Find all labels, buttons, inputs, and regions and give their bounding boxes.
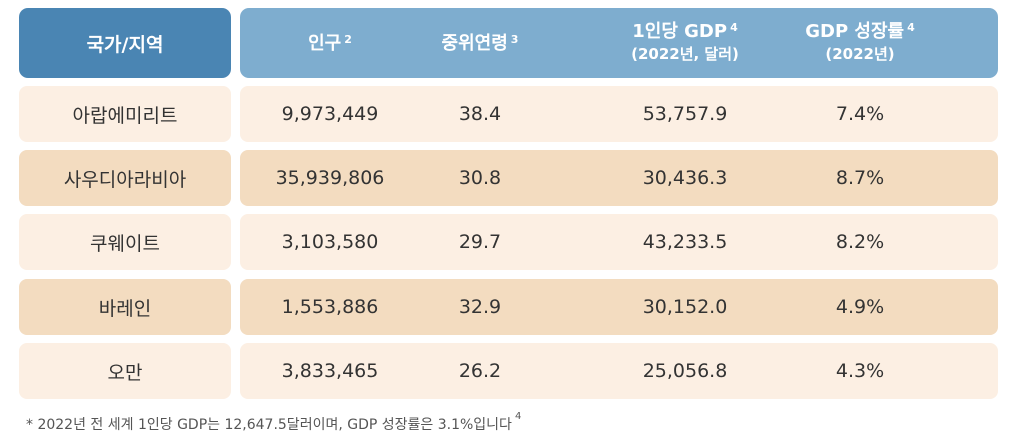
median-age-value: 29.7 (458, 231, 502, 253)
header-median-age-label: 중위연령 (441, 32, 508, 54)
metrics-cell: 35,939,806 30.8 30,436.3 8.7% (240, 150, 998, 206)
gdp-growth-value: 4.3% (835, 360, 885, 382)
footnote: * 2022년 전 세계 1인당 GDP는 12,647.5달러이며, GDP … (26, 411, 522, 434)
header-population-ref: 2 (344, 32, 352, 46)
table-row: 사우디아라비아 35,939,806 30.8 30,436.3 8.7% (0, 150, 1024, 206)
country-cell: 오만 (19, 343, 231, 399)
header-gdp-growth: GDP 성장률 4 (2022년) (780, 8, 940, 78)
population-value: 9,973,449 (281, 103, 379, 125)
header-population-label: 인구 (308, 32, 342, 54)
gdp-growth-value: 4.9% (835, 296, 885, 318)
footnote-text: * 2022년 전 세계 1인당 GDP는 12,647.5달러이며, GDP … (26, 417, 512, 433)
header-gdp-per-capita-ref: 4 (730, 21, 738, 34)
header-country: 국가/지역 (19, 8, 231, 78)
country-name: 오만 (107, 361, 143, 384)
gdp-growth-value: 8.7% (835, 167, 885, 189)
median-age-value: 30.8 (458, 167, 502, 189)
median-age-value: 38.4 (458, 103, 502, 125)
metrics-cell: 3,833,465 26.2 25,056.8 4.3% (240, 343, 998, 399)
header-median-age: 중위연령 3 (415, 8, 545, 78)
population-value: 3,833,465 (281, 360, 379, 382)
header-gdp-per-capita: 1인당 GDP 4 (2022년, 달러) (585, 8, 785, 78)
country-cell: 바레인 (19, 279, 231, 335)
header-metrics: 인구 2 중위연령 3 1인당 GDP 4 (2022년, 달러) GDP 성장률 4 … (240, 8, 998, 78)
table-row: 오만 3,833,465 26.2 25,056.8 4.3% (0, 343, 1024, 399)
header-gdp-growth-label: GDP 성장률 (805, 21, 905, 42)
header-gdp-per-capita-label: 1인당 GDP (632, 21, 728, 42)
metrics-cell: 1,553,886 32.9 30,152.0 4.9% (240, 279, 998, 335)
gdp-per-capita-value: 43,233.5 (642, 231, 728, 253)
country-name: 아랍에미리트 (72, 104, 178, 127)
table-row: 바레인 1,553,886 32.9 30,152.0 4.9% (0, 279, 1024, 335)
header-country-label: 국가/지역 (86, 33, 164, 56)
population-value: 1,553,886 (281, 296, 379, 318)
country-name: 사우디아라비아 (63, 168, 187, 191)
header-gdp-per-capita-sub: (2022년, 달러) (631, 45, 739, 63)
table-row: 쿠웨이트 3,103,580 29.7 43,233.5 8.2% (0, 214, 1024, 270)
country-cell: 아랍에미리트 (19, 86, 231, 142)
country-name: 쿠웨이트 (90, 232, 160, 255)
header-gdp-growth-ref: 4 (907, 21, 915, 34)
gdp-growth-value: 8.2% (835, 231, 885, 253)
median-age-value: 32.9 (458, 296, 502, 318)
footnote-ref: 4 (514, 411, 522, 422)
gdp-per-capita-value: 25,056.8 (642, 360, 728, 382)
median-age-value: 26.2 (458, 360, 502, 382)
metrics-cell: 3,103,580 29.7 43,233.5 8.2% (240, 214, 998, 270)
population-value: 3,103,580 (281, 231, 379, 253)
country-cell: 사우디아라비아 (19, 150, 231, 206)
table-row: 아랍에미리트 9,973,449 38.4 53,757.9 7.4% (0, 86, 1024, 142)
metrics-cell: 9,973,449 38.4 53,757.9 7.4% (240, 86, 998, 142)
gdp-per-capita-value: 30,436.3 (642, 167, 728, 189)
gdp-per-capita-value: 30,152.0 (642, 296, 728, 318)
country-name: 바레인 (98, 297, 152, 320)
country-cell: 쿠웨이트 (19, 214, 231, 270)
population-value: 35,939,806 (275, 167, 385, 189)
header-gdp-growth-sub: (2022년) (825, 45, 895, 63)
gdp-growth-value: 7.4% (835, 103, 885, 125)
header-population: 인구 2 (260, 8, 400, 78)
gdp-per-capita-value: 53,757.9 (642, 103, 728, 125)
header-median-age-ref: 3 (510, 32, 519, 46)
